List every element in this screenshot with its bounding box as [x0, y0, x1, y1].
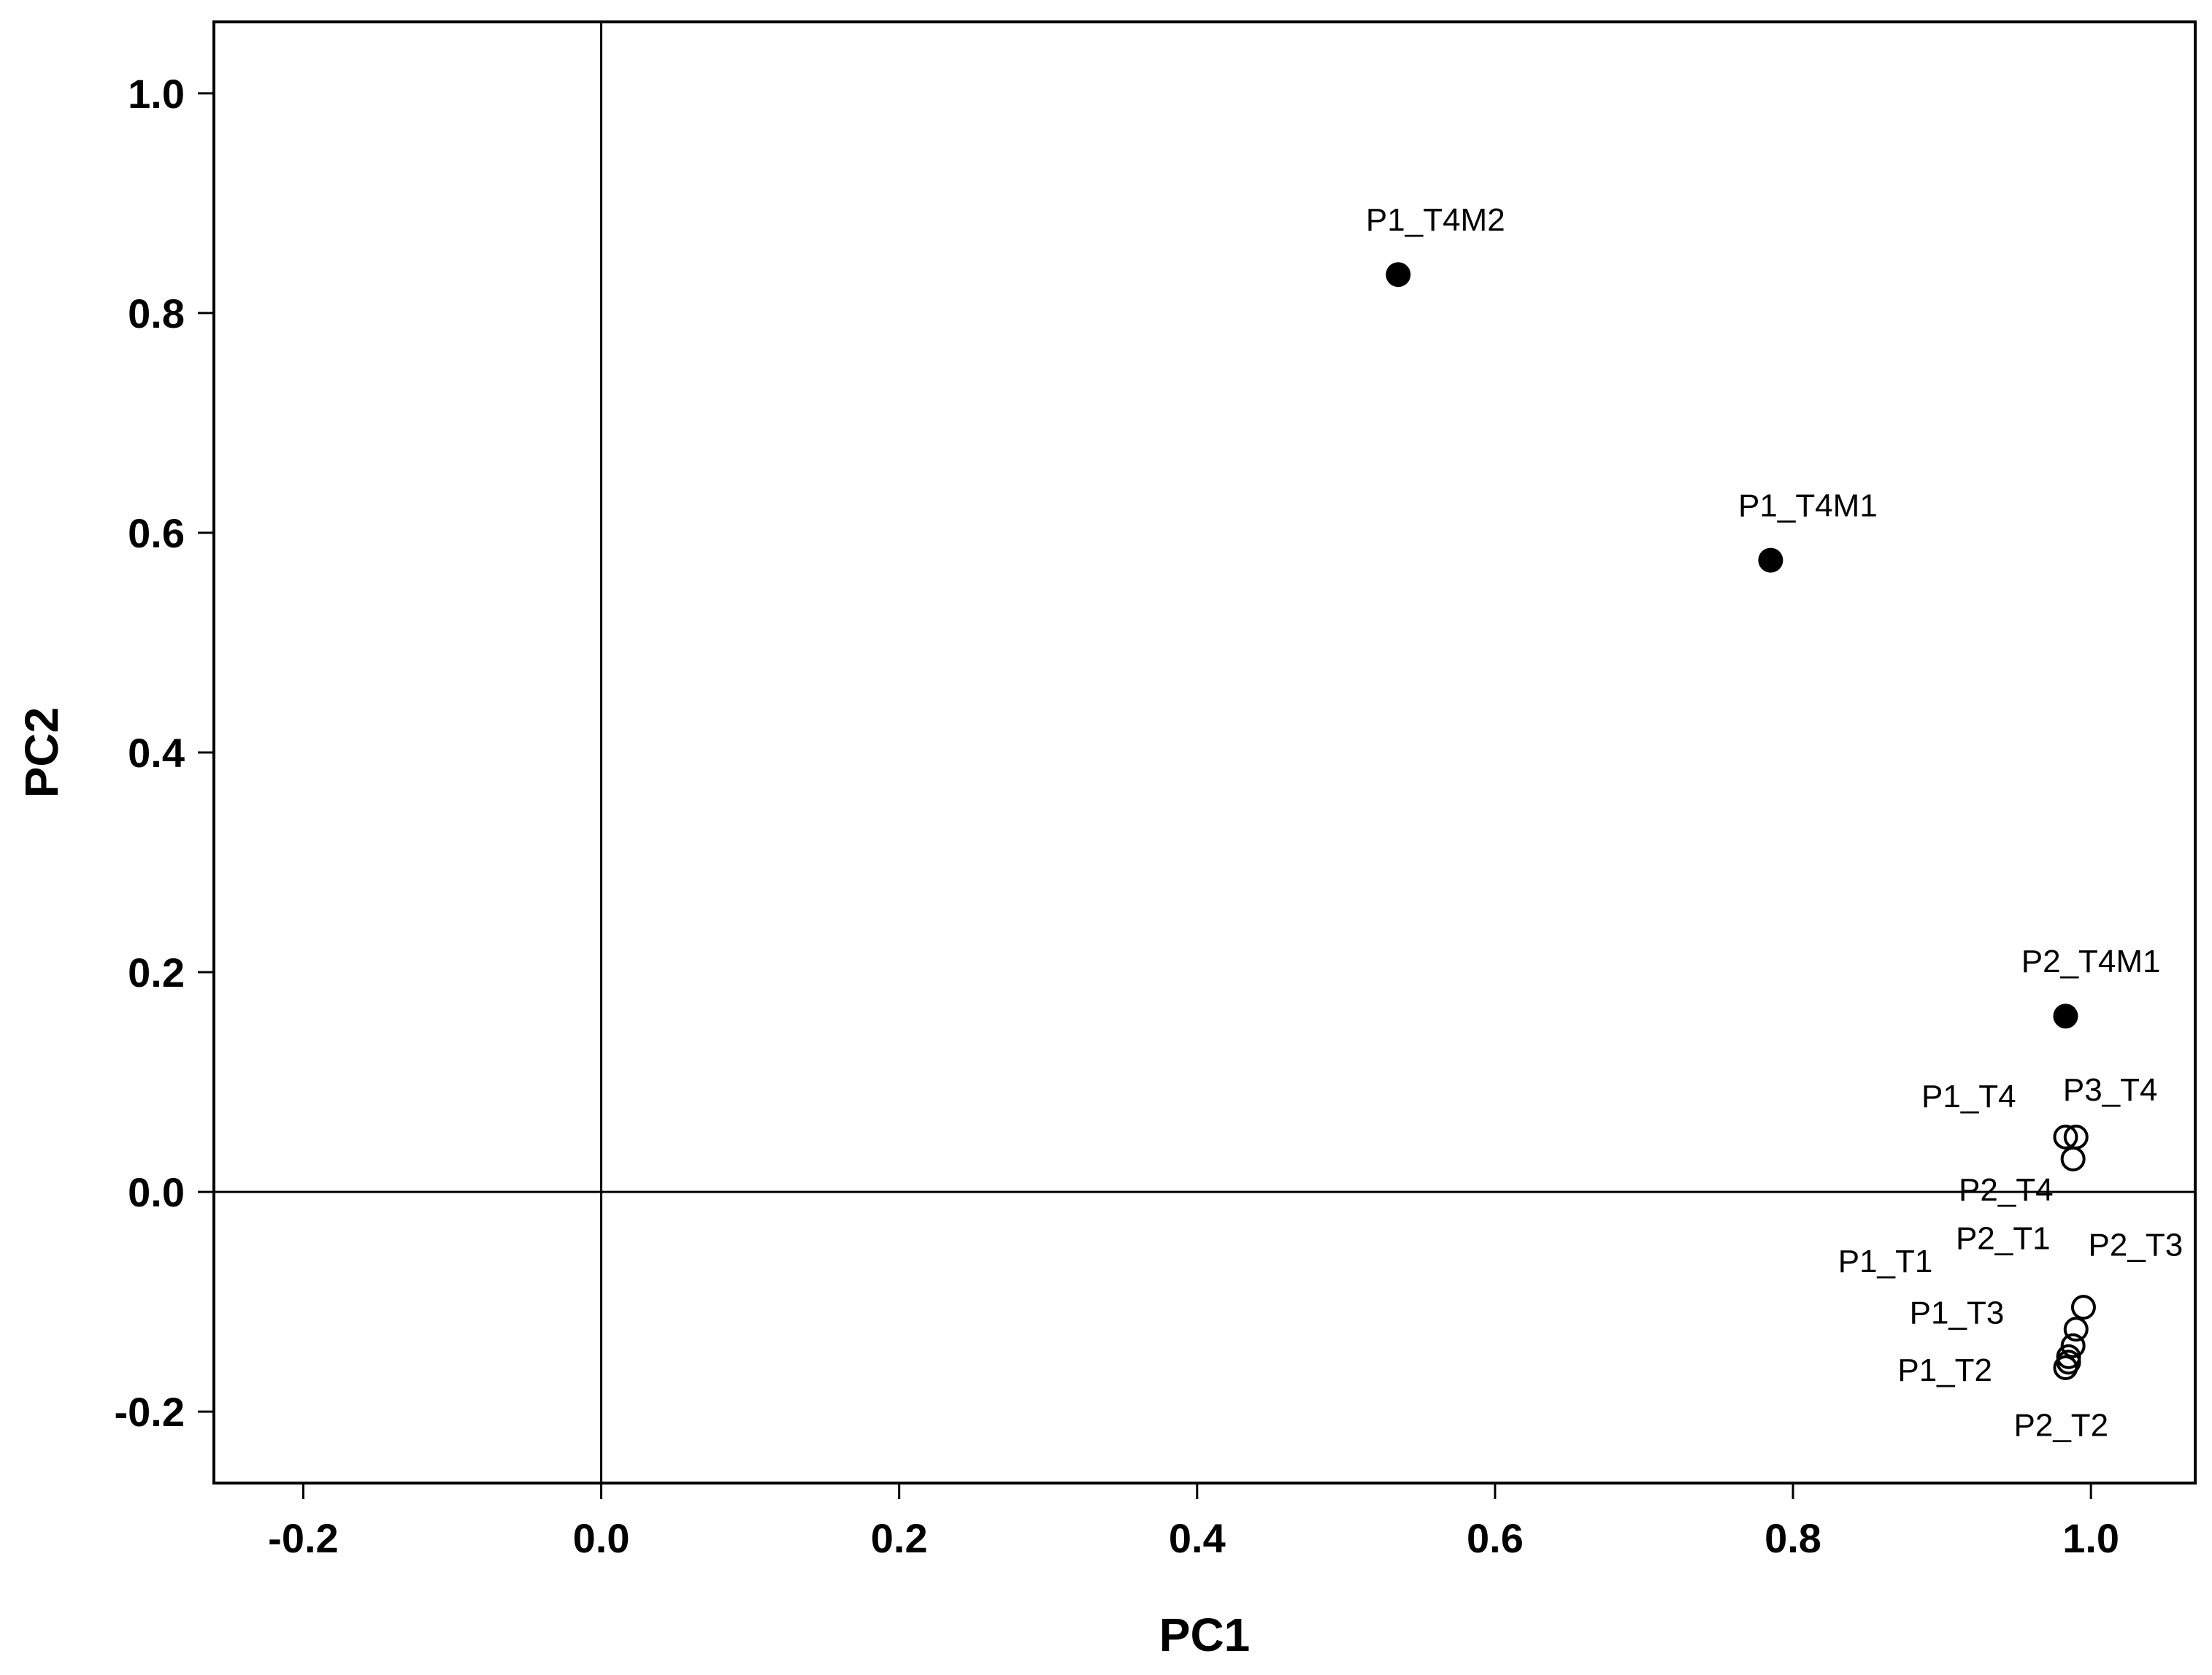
- y-tick-label: -0.2: [115, 1389, 185, 1435]
- point-label: P2_T4M1: [2021, 944, 2161, 979]
- open-point-marker: [2060, 1146, 2086, 1171]
- x-tick-label: 0.0: [573, 1515, 630, 1561]
- point-label: P2_T2: [2014, 1407, 2109, 1443]
- y-tick-label: 0.2: [128, 950, 185, 996]
- x-tick-label: 0.6: [1467, 1515, 1524, 1561]
- filled-point-marker: [1758, 547, 1783, 573]
- y-axis-title: PC2: [15, 707, 68, 798]
- filled-point-marker: [1386, 262, 1411, 288]
- point-label: P1_T4M2: [1366, 202, 1505, 238]
- open-point-marker: [2063, 1317, 2089, 1342]
- open-point-marker: [2056, 1349, 2081, 1375]
- x-tick-label: 0.8: [1764, 1515, 1821, 1561]
- point-label: P1_T4M1: [1738, 488, 1878, 523]
- point-label: P1_T1: [1838, 1244, 1933, 1279]
- open-point-marker: [2053, 1124, 2078, 1150]
- point-label: P2_T3: [2089, 1227, 2184, 1263]
- y-tick-label: 0.8: [128, 290, 185, 336]
- y-tick-label: 0.6: [128, 510, 185, 556]
- x-tick-label: -0.2: [268, 1515, 339, 1561]
- x-tick-label: 0.4: [1169, 1515, 1226, 1561]
- point-label: P1_T2: [1897, 1352, 1992, 1388]
- y-tick-label: 0.4: [128, 730, 185, 776]
- open-point-marker: [2070, 1295, 2096, 1320]
- y-tick-label: 1.0: [128, 71, 185, 117]
- point-label: P2_T1: [1956, 1220, 2051, 1256]
- filled-point-marker: [2053, 1004, 2078, 1029]
- open-point-marker: [2060, 1333, 2086, 1358]
- point-label: P3_T4: [2063, 1072, 2158, 1108]
- point-label: P2_T4: [1959, 1172, 2054, 1208]
- point-label: P1_T3: [1910, 1295, 2005, 1331]
- x-tick-label: 1.0: [2062, 1515, 2119, 1561]
- y-tick-label: 0.0: [128, 1169, 185, 1215]
- plot-area: -0.2 0.0 0.2 0.4 0.6 0.8 1.0 -0.2 0.0 0.2 0.4 0.6 0.…: [115, 20, 2197, 1561]
- x-axis-title: PC1: [1159, 1609, 1251, 1661]
- point-label: P1_T4: [1921, 1079, 2016, 1114]
- x-tick-label: 0.2: [871, 1515, 928, 1561]
